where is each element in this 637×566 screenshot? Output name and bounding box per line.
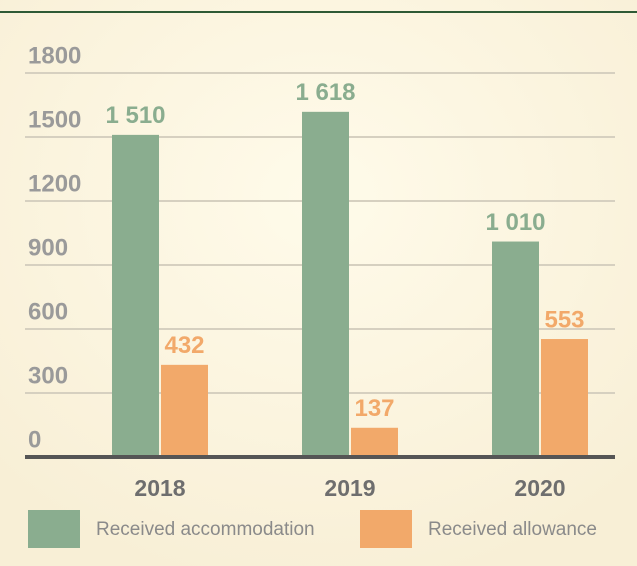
bar [351, 427, 398, 457]
legend-label: Received accommodation [96, 519, 315, 540]
value-label: 432 [164, 332, 204, 359]
y-tick-label: 900 [28, 234, 68, 261]
value-label: 1 510 [105, 102, 165, 129]
bar [541, 339, 588, 457]
y-tick-label: 1200 [28, 170, 81, 197]
bar [161, 364, 208, 457]
value-label: 1 010 [485, 209, 545, 236]
y-tick-label: 600 [28, 298, 68, 325]
value-label: 1 618 [295, 79, 355, 106]
x-tick-label: 2018 [134, 475, 185, 501]
bar [492, 241, 539, 457]
bar [112, 134, 159, 457]
y-tick-label: 300 [28, 362, 68, 389]
y-tick-label: 0 [28, 426, 41, 453]
value-label: 553 [544, 306, 584, 333]
x-tick-label: 2019 [324, 475, 375, 501]
y-tick-label: 1500 [28, 106, 81, 133]
bar [302, 111, 349, 458]
legend-swatch [360, 510, 412, 548]
legend-label: Received allowance [428, 519, 597, 540]
y-tick-label: 1800 [28, 42, 81, 69]
value-label: 137 [354, 395, 394, 422]
x-tick-label: 2020 [514, 475, 565, 501]
legend-swatch [28, 510, 80, 548]
